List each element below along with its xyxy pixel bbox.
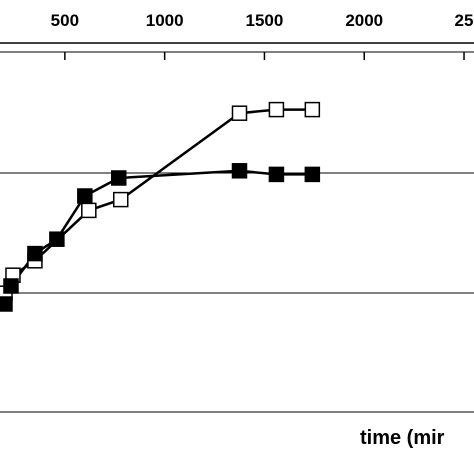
x-axis-tick-labels: 500 1000 1500 2000 25 — [51, 11, 474, 30]
filled-square-marker — [304, 166, 321, 183]
filled-square-marker — [77, 188, 93, 204]
x-axis-title: time (mir — [360, 427, 445, 449]
x-tick-label: 2000 — [345, 11, 383, 30]
open-square-marker — [304, 101, 321, 118]
series-lines — [3, 108, 313, 305]
x-tick-label: 500 — [51, 11, 79, 30]
filled-square-marker — [3, 278, 19, 294]
filled-square-marker — [0, 296, 13, 312]
gridlines — [0, 51, 474, 413]
filled-square-marker — [27, 245, 43, 262]
filled-square-marker — [49, 231, 65, 247]
open-square-marker — [112, 191, 129, 208]
filled-square-marker — [110, 170, 127, 186]
open-square-marker — [268, 101, 285, 118]
x-tick-label: 25 — [455, 11, 474, 30]
filled-square-marker — [231, 163, 248, 179]
filled-square-marker — [268, 166, 285, 183]
series-line-1 — [3, 108, 313, 294]
x-axis-ticks — [64, 52, 465, 60]
open-square-marker — [81, 202, 97, 219]
series-markers — [0, 101, 321, 312]
x-tick-label: 1000 — [146, 11, 184, 30]
x-tick-label: 1500 — [246, 11, 284, 30]
open-square-marker — [231, 105, 248, 121]
